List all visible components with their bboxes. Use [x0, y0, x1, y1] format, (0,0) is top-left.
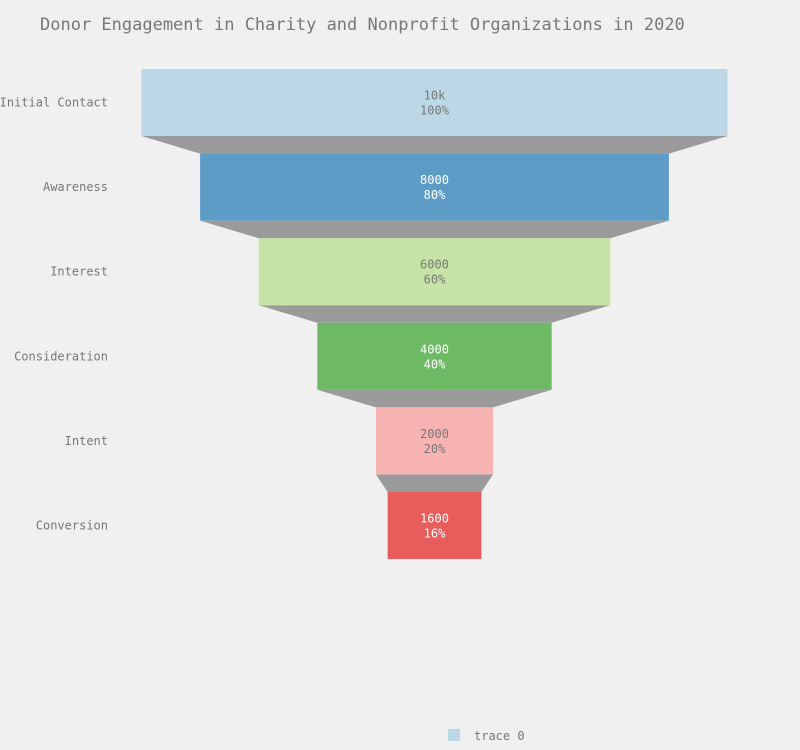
value-label-interest: 6000 [420, 258, 449, 272]
connector-interest [258, 305, 611, 323]
percent-label-initial-contact: 100% [420, 104, 450, 118]
percent-label-intent: 20% [424, 442, 446, 456]
value-label-intent: 2000 [420, 427, 449, 441]
connector-consideration [317, 389, 552, 408]
category-labels: Initial Contact Awareness Interest Consider… [0, 96, 108, 533]
funnel-bar-awareness[interactable] [200, 153, 669, 221]
connectors [141, 136, 728, 492]
funnel-bar-consideration[interactable] [317, 322, 552, 390]
percent-label-awareness: 80% [424, 188, 446, 202]
legend-label: trace 0 [474, 729, 525, 743]
funnel-bars [141, 69, 728, 559]
percent-label-interest: 60% [424, 273, 446, 287]
value-label-awareness: 8000 [420, 173, 449, 187]
value-label-consideration: 4000 [420, 342, 449, 356]
category-label-intent: Intent [65, 434, 108, 448]
category-label-initial-contact: Initial Contact [0, 96, 108, 110]
connector-initial-contact [141, 136, 728, 154]
legend-swatch [448, 729, 460, 741]
connector-intent [375, 474, 494, 492]
percent-label-consideration: 40% [424, 357, 446, 371]
value-label-initial-contact: 10k [424, 89, 446, 103]
category-label-conversion: Conversion [36, 519, 108, 533]
legend[interactable]: trace 0 [448, 729, 525, 743]
percent-label-conversion: 16% [424, 527, 446, 541]
value-label-conversion: 1600 [420, 512, 449, 526]
category-label-consideration: Consideration [14, 349, 108, 363]
category-label-awareness: Awareness [43, 180, 108, 194]
chart-title: Donor Engagement in Charity and Nonprofi… [40, 15, 685, 35]
funnel-bar-initial-contact[interactable] [141, 69, 728, 136]
funnel-bar-intent[interactable] [375, 407, 494, 475]
funnel-bar-interest[interactable] [258, 238, 611, 306]
connector-awareness [200, 220, 669, 239]
category-label-interest: Interest [50, 265, 108, 279]
funnel-bar-conversion[interactable] [387, 492, 482, 559]
